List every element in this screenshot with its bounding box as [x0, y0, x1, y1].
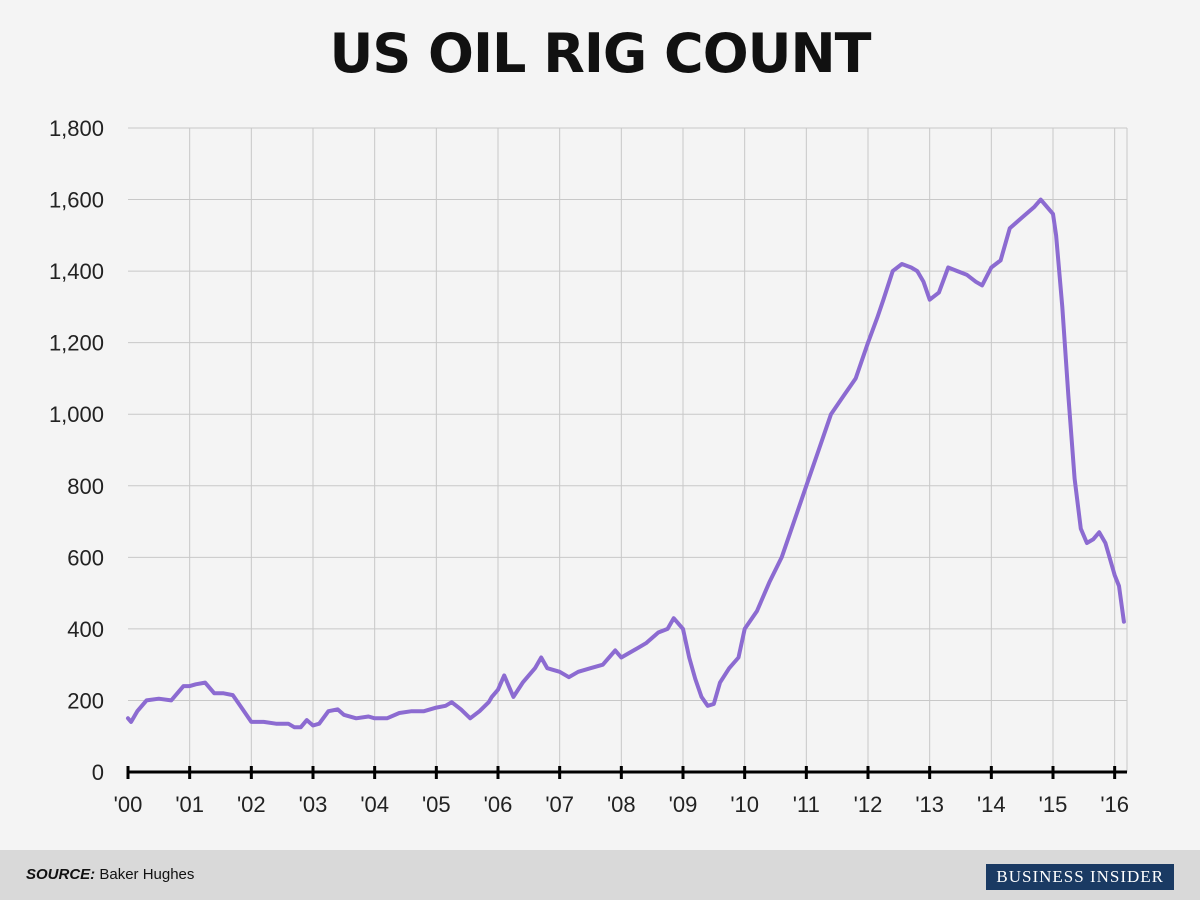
x-tick-label: '01	[175, 792, 204, 817]
x-tick-label: '03	[299, 792, 328, 817]
x-tick-label: '13	[915, 792, 944, 817]
x-tick-label: '02	[237, 792, 266, 817]
y-tick-label: 1,600	[49, 188, 104, 213]
y-tick-label: 200	[67, 688, 104, 713]
grid-lines	[128, 127, 1128, 772]
y-tick-label: 0	[92, 760, 104, 785]
x-tick-label: '12	[854, 792, 883, 817]
x-tick-label: '05	[422, 792, 451, 817]
y-tick-label: 1,400	[49, 259, 104, 284]
x-tick-label: '10	[730, 792, 759, 817]
footer-bar: SOURCE: Baker Hughes Business Insider	[0, 850, 1200, 900]
y-tick-label: 400	[67, 617, 104, 642]
x-tick-label: '15	[1039, 792, 1068, 817]
x-tick-label: '00	[114, 792, 143, 817]
y-axis: 0 200 400 600 800 1,000 1,200 1,400 1,600 1,800	[49, 116, 104, 785]
x-tick-label: '07	[545, 792, 574, 817]
source-label: SOURCE:	[26, 866, 96, 883]
brand-logo: Business Insider	[986, 864, 1174, 890]
x-tick-label: '16	[1100, 792, 1129, 817]
y-tick-label: 1,200	[49, 331, 104, 356]
y-tick-label: 800	[67, 474, 104, 499]
x-tick-label: '08	[607, 792, 636, 817]
line-chart: 0 200 400 600 800 1,000 1,200 1,400 1,600 1,800 '…	[49, 116, 1129, 817]
x-tick-label: '09	[669, 792, 698, 817]
x-tick-label: '11	[793, 792, 820, 817]
y-tick-label: 600	[67, 545, 104, 570]
y-tick-label: 1,800	[49, 116, 104, 141]
source-text: Baker Hughes	[99, 866, 195, 883]
x-tick-label: '04	[360, 792, 389, 817]
series-group	[126, 197, 1126, 730]
series-line	[126, 197, 1126, 730]
x-tick-label: '06	[484, 792, 513, 817]
x-axis: '00 '01 '02 '03 '04 '05 '06 '07 '08 '09 '10 '11 '12 '…	[114, 766, 1129, 817]
x-tick-label: '14	[977, 792, 1006, 817]
y-tick-label: 1,000	[49, 402, 104, 427]
source-note: SOURCE: Baker Hughes	[26, 866, 194, 883]
page-title: US OIL RIG COUNT	[329, 22, 872, 85]
